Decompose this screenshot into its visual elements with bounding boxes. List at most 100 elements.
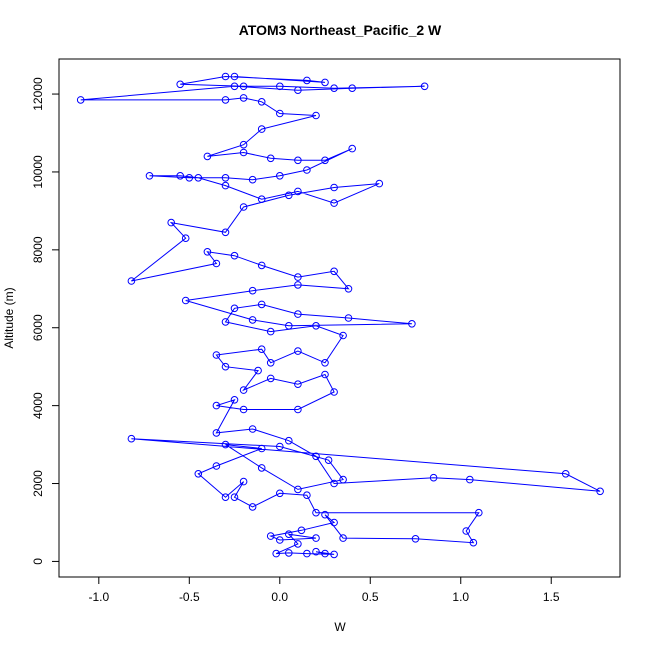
data-point (257, 261, 266, 270)
x-tick-label: -0.5 (179, 590, 200, 604)
data-point (408, 320, 416, 328)
data-point (330, 479, 338, 488)
data-point (294, 273, 302, 281)
data-point (321, 370, 329, 379)
data-point (348, 144, 357, 153)
data-point (321, 78, 329, 87)
series-layer (76, 72, 604, 559)
data-point (294, 281, 302, 289)
y-tick-label: 12000 (31, 77, 45, 111)
data-point (221, 96, 230, 104)
y-axis-label: Altitude (m) (2, 287, 16, 348)
data-point (221, 174, 230, 182)
data-point (272, 549, 281, 558)
data-point (294, 347, 302, 355)
data-point (221, 493, 230, 502)
data-point (257, 125, 266, 133)
data-point (344, 314, 353, 322)
data-point (212, 401, 221, 410)
data-point (339, 534, 347, 542)
data-point (257, 98, 266, 106)
data-point (239, 386, 248, 394)
data-point (221, 181, 230, 190)
data-point (181, 296, 190, 305)
data-point (248, 425, 257, 433)
x-tick-label: -1.0 (88, 590, 109, 604)
y-tick-label: 2000 (31, 470, 45, 497)
data-point (221, 362, 230, 371)
data-point (221, 72, 230, 81)
data-point (330, 518, 338, 527)
data-point (294, 380, 302, 389)
data-point (344, 285, 353, 293)
data-point (303, 76, 311, 85)
x-tick-label: 1.0 (452, 590, 469, 604)
data-point (312, 547, 320, 556)
data-point (285, 191, 293, 200)
data-point (203, 152, 212, 161)
data-point (375, 179, 384, 188)
data-point (276, 172, 284, 180)
series-line (80, 75, 601, 555)
data-point (348, 84, 357, 92)
y-tick-label: 10000 (31, 155, 45, 189)
data-point (76, 96, 85, 104)
x-tick-label: 1.5 (543, 590, 560, 604)
data-point (176, 80, 184, 89)
data-point (266, 327, 275, 336)
data-point (239, 94, 248, 102)
data-point (257, 464, 266, 472)
data-point (239, 82, 248, 91)
data-point (239, 203, 248, 211)
data-point (429, 473, 438, 482)
data-point (185, 174, 194, 182)
data-point (462, 527, 471, 535)
data-point (294, 540, 302, 548)
data-point (312, 534, 320, 542)
data-point (212, 351, 221, 359)
data-point (321, 549, 329, 558)
data-point (248, 175, 257, 184)
data-point (285, 436, 293, 445)
data-point (239, 140, 248, 149)
data-point (330, 388, 338, 396)
data-point (194, 470, 203, 478)
data-point (203, 248, 212, 256)
data-point (230, 251, 239, 260)
data-point (339, 475, 347, 484)
data-point (312, 452, 320, 461)
data-point (257, 444, 266, 453)
data-point (230, 396, 239, 404)
data-point (294, 156, 302, 165)
data-point (321, 156, 329, 165)
data-point (596, 487, 604, 496)
data-point (266, 359, 275, 367)
data-point (276, 109, 284, 118)
data-point (276, 536, 284, 544)
data-point (276, 82, 284, 91)
y-tick-label: 4000 (31, 392, 45, 419)
data-point (285, 549, 293, 557)
data-point (230, 72, 239, 81)
data-point (411, 535, 420, 543)
data-point (194, 174, 203, 182)
data-point (303, 549, 311, 558)
data-point (330, 550, 338, 559)
data-point (324, 456, 333, 465)
data-point (230, 493, 239, 502)
data-point (294, 187, 302, 196)
x-axis-label: W (334, 620, 346, 634)
data-point (294, 405, 302, 414)
data-point (294, 86, 302, 94)
data-point (212, 429, 221, 437)
data-point (561, 470, 570, 478)
data-point (176, 172, 184, 180)
data-point (127, 277, 136, 285)
data-point (167, 218, 175, 227)
data-point (469, 538, 478, 547)
data-point (248, 286, 257, 295)
data-point (230, 304, 239, 313)
data-point (257, 300, 266, 309)
x-tick-label: 0.5 (362, 590, 379, 604)
